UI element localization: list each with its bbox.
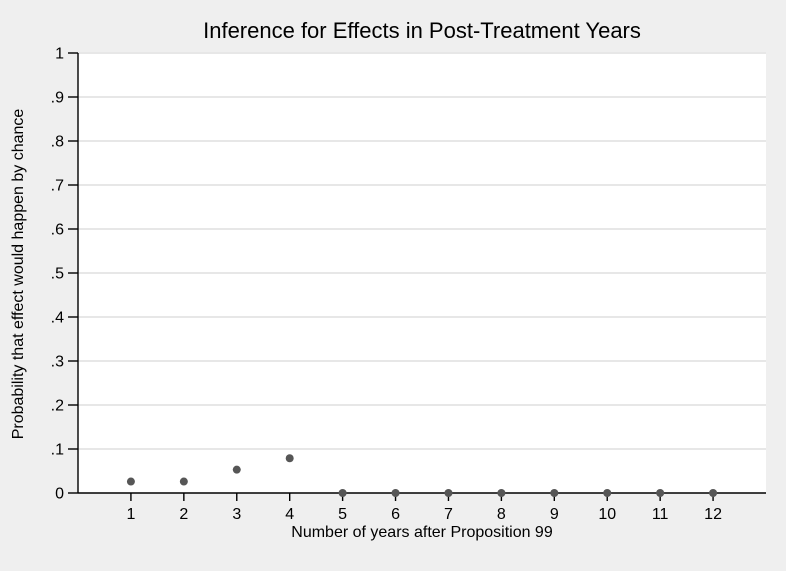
y-tick-label: .6 <box>51 222 64 239</box>
y-tick-label: .9 <box>51 90 64 107</box>
y-tick-label: .8 <box>51 134 64 151</box>
y-tick-label: .7 <box>51 178 64 195</box>
y-tick-label: .4 <box>51 310 64 327</box>
y-tick-label: .3 <box>51 354 64 371</box>
chart-title: Inference for Effects in Post-Treatment … <box>203 18 641 43</box>
x-tick-label: 6 <box>391 506 400 523</box>
x-tick-label: 9 <box>550 506 559 523</box>
x-tick-label: 12 <box>704 506 722 523</box>
data-point <box>603 489 612 497</box>
data-point <box>285 454 294 463</box>
data-point <box>497 489 506 497</box>
data-point <box>550 489 559 497</box>
y-tick-label: .2 <box>51 398 64 415</box>
x-tick-label: 7 <box>444 506 453 523</box>
data-point <box>656 489 665 497</box>
y-tick-label: 0 <box>55 486 64 503</box>
data-point <box>709 489 718 497</box>
y-tick-label: 1 <box>55 46 64 63</box>
x-tick-label: 2 <box>179 506 188 523</box>
data-point <box>126 477 135 486</box>
x-tick-label: 5 <box>338 506 347 523</box>
x-tick-label: 3 <box>232 506 241 523</box>
x-tick-label: 10 <box>598 506 616 523</box>
x-tick-label: 11 <box>652 506 669 523</box>
x-tick-label: 8 <box>497 506 506 523</box>
data-point <box>338 489 347 497</box>
x-axis-label: Number of years after Proposition 99 <box>291 524 553 541</box>
y-tick-label: .5 <box>51 266 64 283</box>
data-point <box>232 465 241 474</box>
data-point <box>444 489 453 497</box>
x-tick-label: 4 <box>285 506 294 523</box>
data-point <box>391 489 400 497</box>
x-tick-label: 1 <box>126 506 135 523</box>
data-point <box>179 477 188 486</box>
y-tick-label: .1 <box>51 442 64 459</box>
